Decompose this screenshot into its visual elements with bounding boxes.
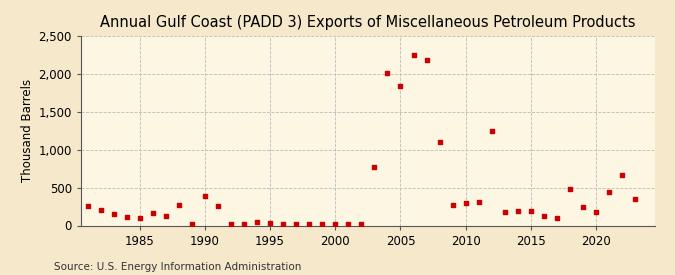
Point: [252, 220, 263, 224]
Point: [564, 186, 575, 191]
Point: [539, 214, 549, 218]
Point: [291, 222, 302, 226]
Point: [630, 197, 641, 201]
Point: [525, 209, 536, 213]
Point: [200, 194, 211, 199]
Point: [213, 204, 223, 208]
Point: [448, 202, 458, 207]
Point: [617, 173, 628, 177]
Point: [225, 221, 236, 226]
Point: [603, 189, 614, 194]
Point: [265, 221, 275, 226]
Point: [304, 222, 315, 226]
Point: [408, 53, 419, 57]
Point: [173, 203, 184, 207]
Point: [122, 215, 132, 219]
Point: [473, 200, 484, 205]
Point: [434, 139, 445, 144]
Point: [95, 207, 106, 212]
Point: [317, 221, 327, 226]
Text: Source: U.S. Energy Information Administration: Source: U.S. Energy Information Administ…: [54, 262, 301, 272]
Point: [82, 204, 93, 208]
Point: [487, 128, 497, 133]
Point: [238, 221, 249, 226]
Point: [382, 71, 393, 76]
Point: [512, 209, 523, 213]
Point: [591, 210, 601, 214]
Point: [343, 221, 354, 226]
Point: [421, 57, 432, 62]
Point: [356, 221, 367, 226]
Y-axis label: Thousand Barrels: Thousand Barrels: [22, 79, 34, 182]
Point: [134, 216, 145, 221]
Title: Annual Gulf Coast (PADD 3) Exports of Miscellaneous Petroleum Products: Annual Gulf Coast (PADD 3) Exports of Mi…: [100, 15, 636, 31]
Point: [147, 211, 158, 215]
Point: [277, 222, 288, 226]
Point: [551, 216, 562, 221]
Point: [108, 212, 119, 216]
Point: [161, 214, 171, 219]
Point: [330, 222, 341, 226]
Point: [500, 210, 510, 214]
Point: [186, 221, 197, 226]
Point: [578, 204, 589, 209]
Point: [460, 201, 471, 206]
Point: [369, 164, 380, 169]
Point: [395, 84, 406, 89]
